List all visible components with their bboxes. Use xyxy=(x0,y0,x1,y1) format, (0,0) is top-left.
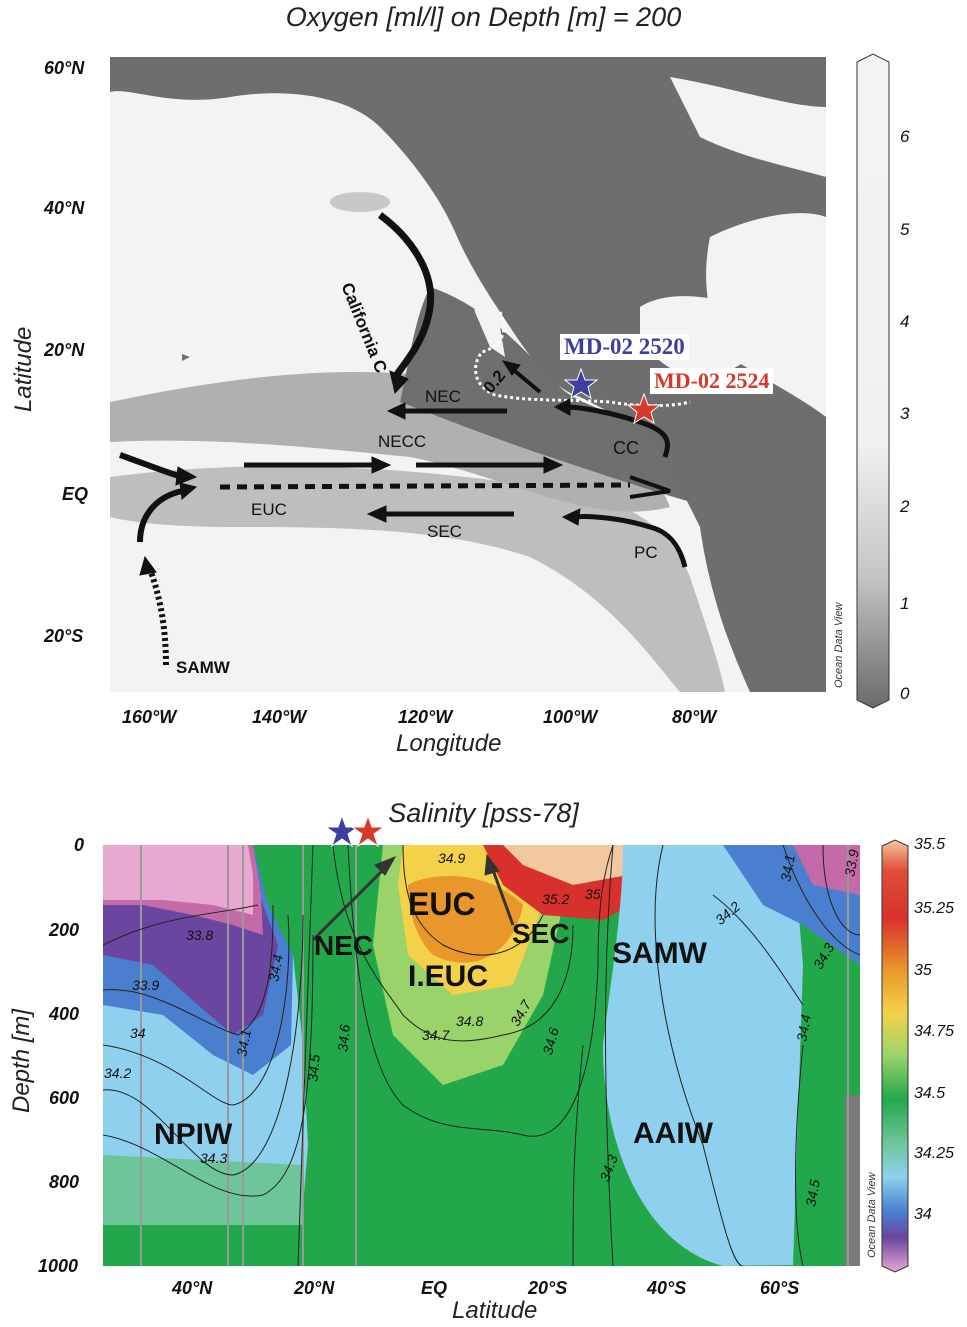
contour-label: 33.8 xyxy=(186,927,214,943)
atlantic-ocean xyxy=(706,213,826,417)
section-watermark: Ocean Data View xyxy=(866,1172,878,1258)
section-star-md02-2520 xyxy=(325,814,360,848)
oxygen-colorbar-tick: 0 xyxy=(900,684,910,703)
section-lat-tick: 20°N xyxy=(294,1278,335,1298)
map-lat-tick: 20°N xyxy=(44,340,85,360)
section-depth-tick: 600 xyxy=(49,1088,80,1108)
salinity-colorbar-tick: 34.25 xyxy=(914,1145,955,1162)
section-lat-tick: 40°N xyxy=(172,1278,213,1298)
contour-label: 34.3 xyxy=(200,1150,228,1166)
label-ieuc: I.EUC xyxy=(408,960,489,993)
label-pc: PC xyxy=(634,543,658,562)
hudson-bay xyxy=(670,77,826,177)
core-star-md02-2524 xyxy=(626,392,662,425)
south-america-edge xyxy=(815,417,826,692)
label-core-md02-2524: MD-02 2524 xyxy=(650,368,774,394)
section-lat-tick: 40°S xyxy=(647,1278,687,1298)
contour-label: 34.5 xyxy=(304,1053,323,1083)
contour-label: 35 xyxy=(585,886,601,902)
oxygen-colorbar-tick: 5 xyxy=(900,220,910,239)
oxygen-colorbar-tick: 3 xyxy=(900,404,910,423)
label-nec-section: NEC xyxy=(314,930,374,961)
section-depth-tick: 200 xyxy=(49,920,80,940)
salinity-colorbar xyxy=(881,839,909,1273)
section-lat-tick: 20°S xyxy=(528,1278,568,1298)
label-euc-map: EUC xyxy=(251,500,287,519)
section-y-axis-label: Depth [m] xyxy=(8,1008,35,1113)
label-samw-section: SAMW xyxy=(612,937,707,970)
section-depth-tick: 0 xyxy=(74,835,85,855)
section-depth-tick: 1000 xyxy=(38,1256,79,1276)
oxygen-colorbar xyxy=(856,53,890,709)
salinity-colorbar-tick: 35.5 xyxy=(914,836,946,853)
current-arrows xyxy=(119,212,688,666)
contour-label: 34.7 xyxy=(422,1027,450,1043)
map-y-axis-label: Latitude xyxy=(10,326,37,412)
map-lat-tick: 40°N xyxy=(44,198,85,218)
salinity-colorbar-tick: 35 xyxy=(914,962,932,979)
section-core-stars xyxy=(325,814,385,848)
section-x-axis-label: Latitude xyxy=(452,1297,538,1324)
section-depth-tick: 800 xyxy=(49,1172,80,1192)
oxygen-colorbar-tick: 4 xyxy=(900,312,910,331)
oxygen-colorbar-tick: 1 xyxy=(900,594,910,613)
section-lat-tick: 60°S xyxy=(760,1278,800,1298)
section-lat-tick: EQ xyxy=(421,1278,448,1298)
gulf-of-california xyxy=(470,287,505,357)
label-samw-map: SAMW xyxy=(176,658,230,677)
map-lat-tick: 60°N xyxy=(44,58,85,78)
label-nec-map: NEC xyxy=(425,387,461,406)
label-npiw: NPIW xyxy=(154,1118,233,1151)
label-euc-section: EUC xyxy=(408,886,476,922)
section-title: Salinity [pss-78] xyxy=(388,798,579,828)
oxygen-colorbar-tick: 6 xyxy=(900,127,910,146)
label-cc: CC xyxy=(613,438,639,458)
hawaii-island xyxy=(182,354,190,361)
label-aaiw: AAIW xyxy=(633,1117,713,1150)
salinity-colorbar-tick: 34.75 xyxy=(914,1023,955,1040)
map-x-axis-label: Longitude xyxy=(396,730,502,757)
omz-south-band xyxy=(110,466,725,692)
map-lon-tick: 160°W xyxy=(122,707,177,727)
contour-label: 34.2 xyxy=(104,1065,132,1081)
section-depth-tick: 400 xyxy=(49,1004,80,1024)
core-star-md02-2520 xyxy=(563,367,599,400)
map-watermark: Ocean Data View xyxy=(833,602,845,688)
omz-gulf-alaska xyxy=(330,192,390,212)
salinity-section xyxy=(103,845,860,1266)
map-lat-tick: EQ xyxy=(62,484,89,504)
map-lon-tick: 120°W xyxy=(398,707,453,727)
salinity-colorbar-tick: 34.5 xyxy=(914,1085,946,1102)
salinity-colorbar-tick: 35.25 xyxy=(914,900,955,917)
contour-label: 34.8 xyxy=(456,1013,484,1029)
map-lon-tick: 140°W xyxy=(252,707,307,727)
oxygen-colorbar-tick: 2 xyxy=(900,497,910,516)
label-core-md02-2520: MD-02 2520 xyxy=(560,334,689,360)
omz-core-east xyxy=(400,287,710,507)
map-lon-tick: 80°W xyxy=(672,707,717,727)
map-title: Oxygen [ml/l] on Depth [m] = 200 xyxy=(285,2,682,32)
contour-label: 34.6 xyxy=(334,1023,353,1053)
contour-label: 35.2 xyxy=(542,891,570,907)
map-lon-tick: 100°W xyxy=(543,707,598,727)
map-lat-tick: 20°S xyxy=(44,626,84,646)
label-necc: NECC xyxy=(378,432,427,451)
alaska-landmass xyxy=(110,57,826,89)
contour-label: 34 xyxy=(130,1025,146,1041)
label-sec-section: SEC xyxy=(512,918,570,949)
contour-label: 34.9 xyxy=(438,850,466,866)
label-sec-map: SEC xyxy=(427,522,462,541)
salinity-colorbar-tick: 34 xyxy=(914,1206,932,1223)
americas-landmass xyxy=(110,57,826,692)
section-star-md02-2524 xyxy=(350,814,385,848)
contour-label: 33.9 xyxy=(132,977,160,993)
